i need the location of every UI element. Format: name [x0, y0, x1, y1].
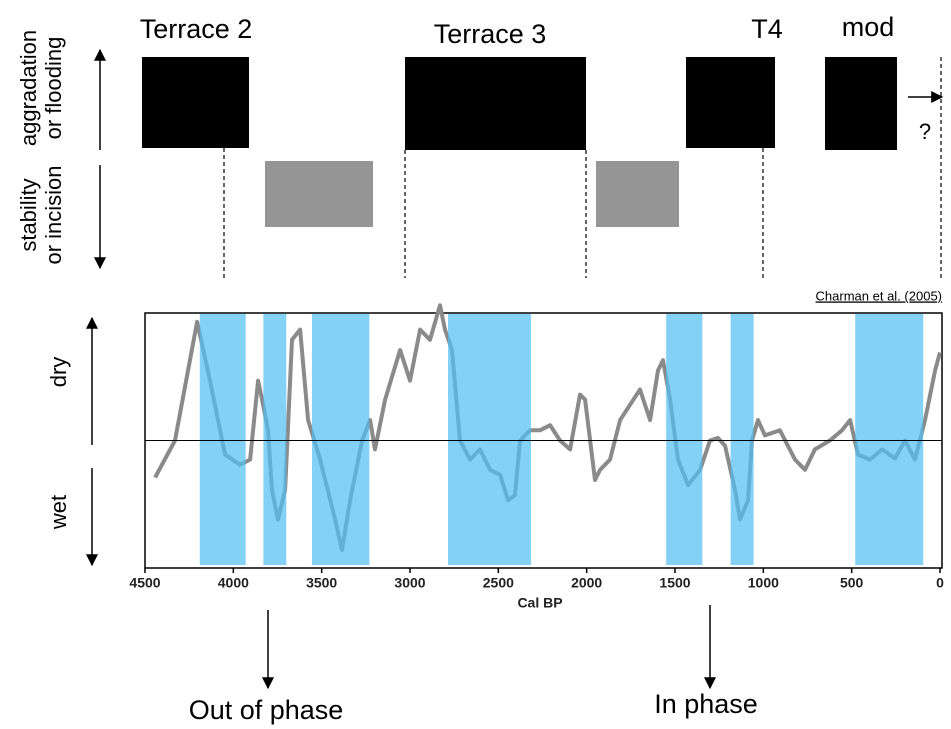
question-mark: ?: [919, 119, 931, 144]
x-tick-label: 1000: [748, 575, 779, 591]
shaded-band: [199, 314, 246, 565]
shaded-band: [855, 314, 924, 565]
shaded-band: [666, 314, 703, 565]
x-tick-label: 3000: [394, 575, 425, 591]
source: Charman et al. (2005): [816, 288, 942, 303]
terrace-label: T4: [751, 14, 783, 44]
y-label-up: dry: [46, 357, 71, 388]
terrace-label: Terrace 3: [434, 19, 547, 49]
down-label: stability: [16, 178, 41, 251]
shaded-band: [263, 314, 287, 565]
aggradation-block: [686, 57, 775, 148]
x-tick-label: 4000: [218, 575, 249, 591]
incision-block: [596, 161, 679, 227]
incision-block: [265, 161, 373, 227]
y-label-down: wet: [46, 495, 71, 530]
x-tick-label: 4500: [129, 575, 160, 591]
x-tick-label: 3500: [306, 575, 337, 591]
aggradation-block: [825, 57, 897, 150]
x-tick-label: 1500: [659, 575, 690, 591]
top-panel: aggradation or flooding stability or inc…: [16, 12, 944, 278]
x-tick-label: 2000: [571, 575, 602, 591]
plot: 4500 4000 3500 3000 2500 2000 1500 1000 500 0: [129, 303, 944, 591]
down-label: or incision: [41, 165, 66, 264]
aggradation-block: [142, 57, 249, 148]
terrace-label: mod: [842, 12, 895, 42]
up-label: aggradation: [16, 30, 41, 146]
x-tick-label: 0: [936, 575, 944, 591]
up-label: or flooding: [41, 37, 66, 140]
x-tick-label: 2500: [483, 575, 514, 591]
terrace-label: Terrace 2: [140, 14, 253, 44]
annotation: In phase: [654, 689, 758, 719]
data-line: [153, 303, 942, 553]
shaded-band: [730, 314, 754, 565]
shaded-band: [311, 314, 370, 565]
aggradation-block: [405, 57, 586, 150]
x-tick-label: 500: [840, 575, 864, 591]
annotation: Out of phase: [189, 695, 344, 725]
shaded-band: [447, 314, 532, 565]
x-axis-label: Cal BP: [517, 595, 562, 611]
